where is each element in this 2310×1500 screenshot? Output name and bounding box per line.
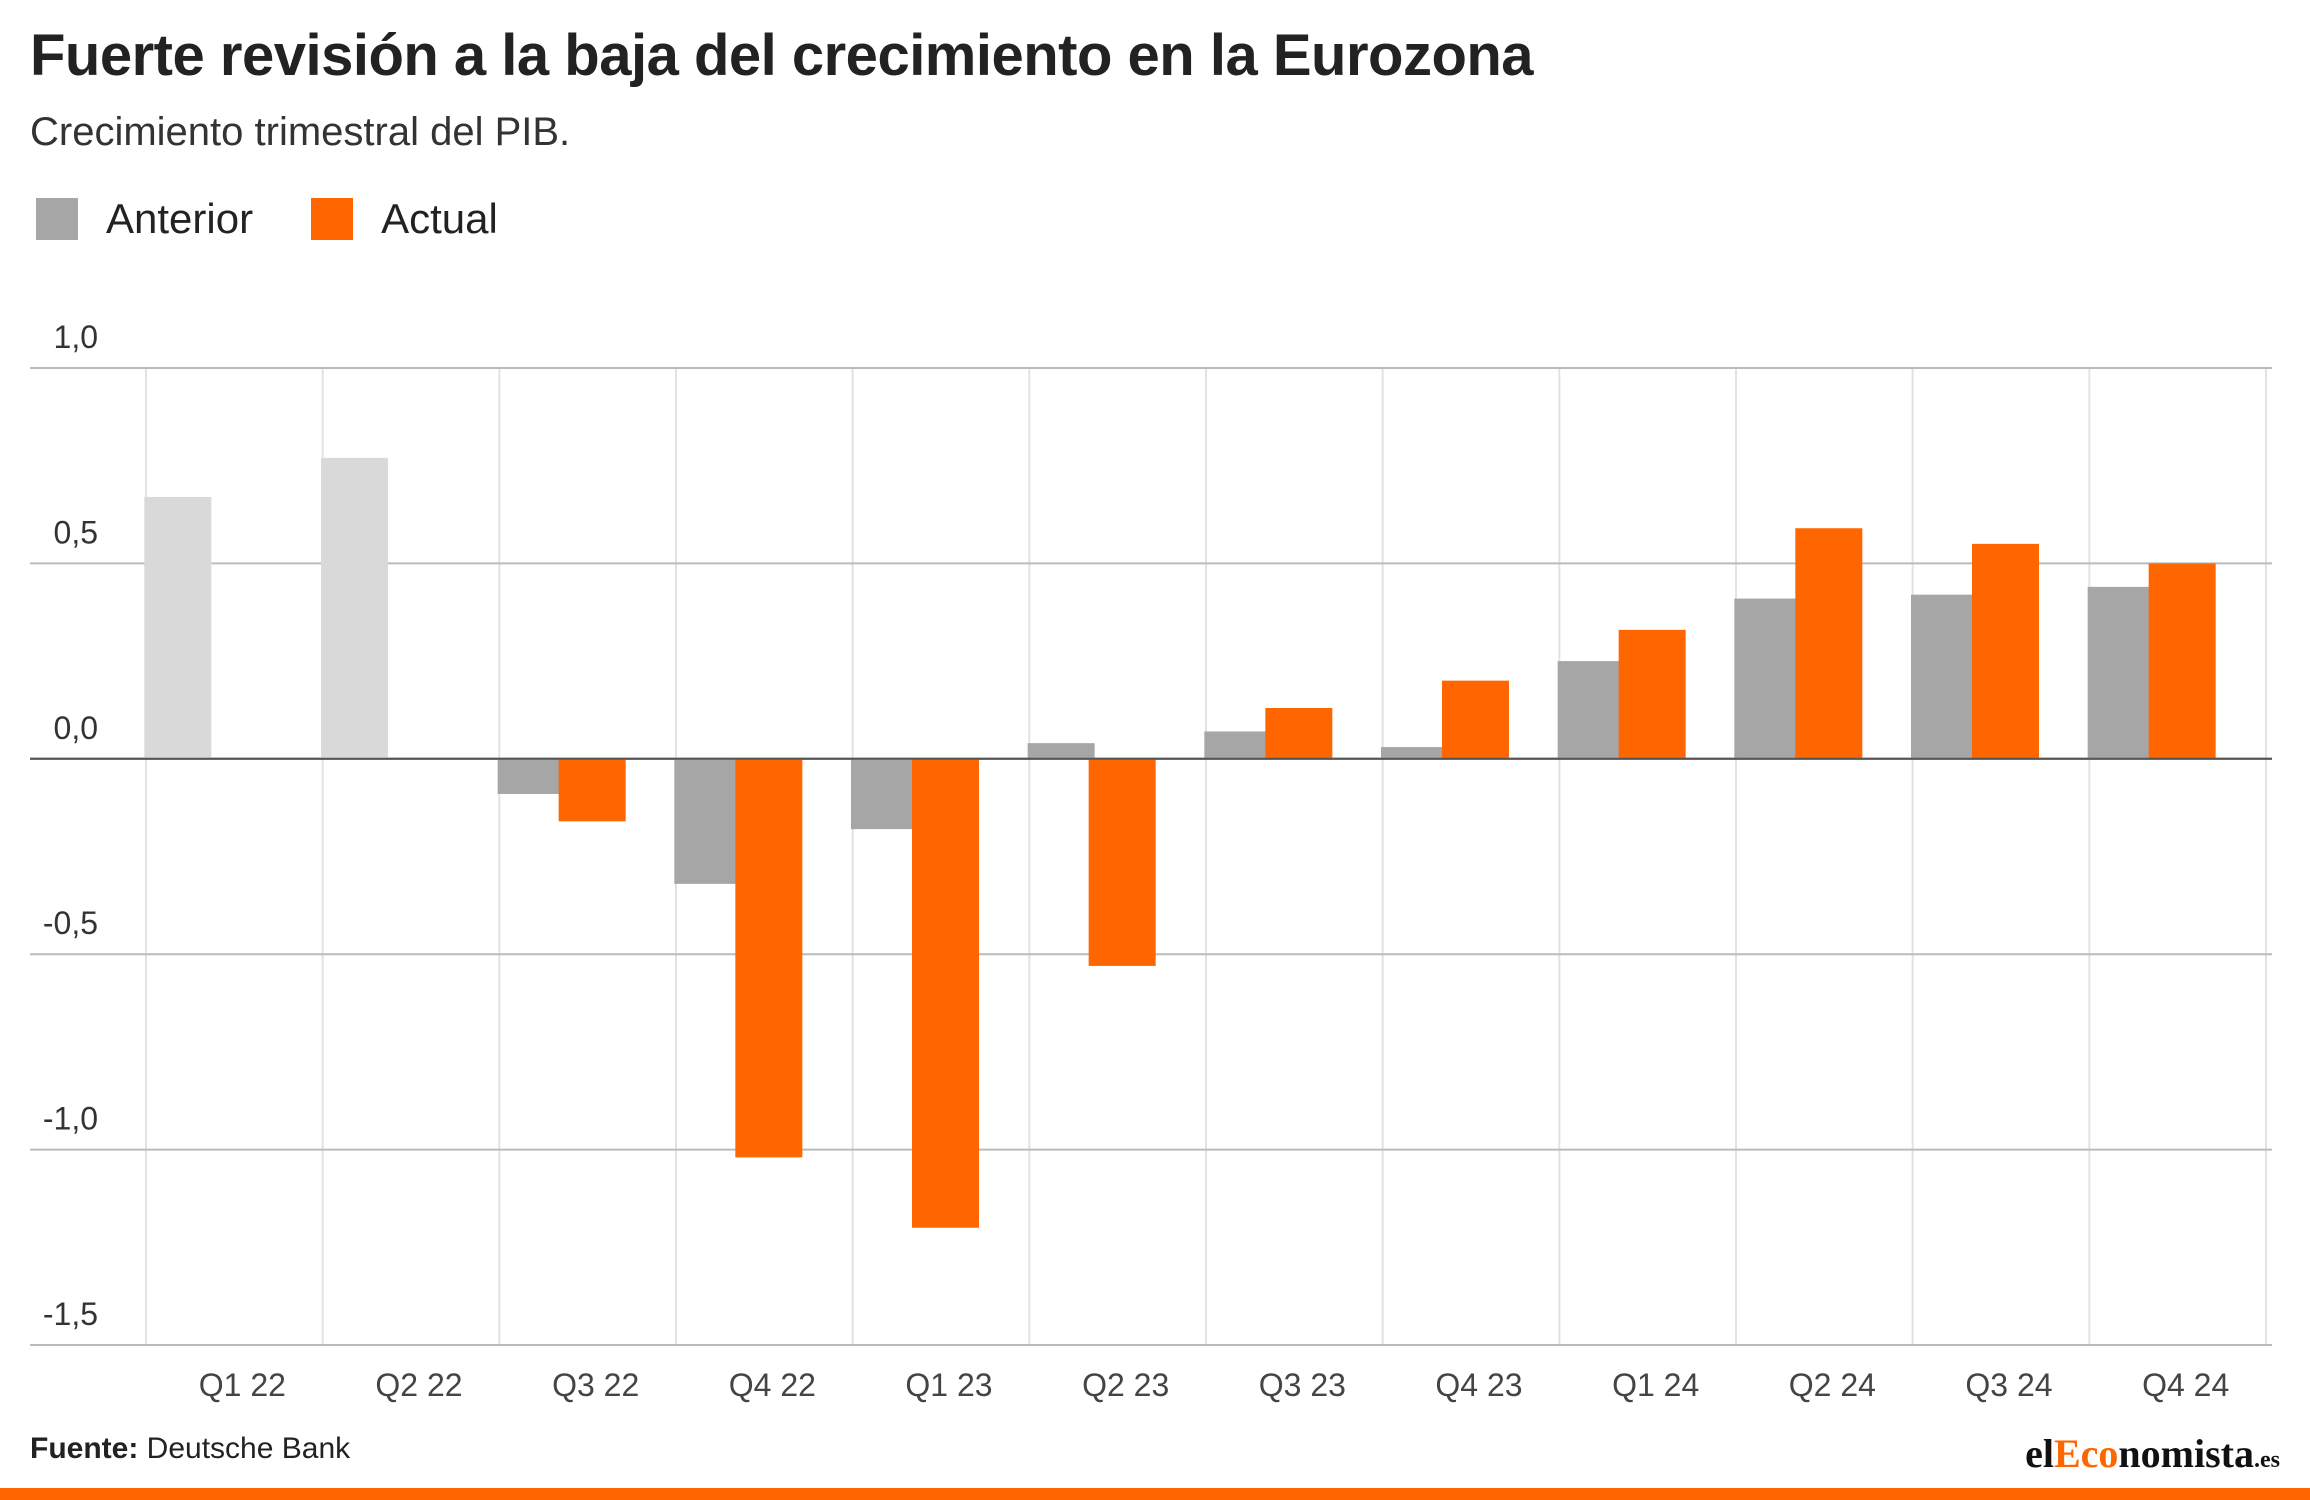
- bar-anterior: [497, 758, 565, 794]
- bar-actual: [1442, 680, 1509, 759]
- bar-actual: [2148, 563, 2216, 759]
- bar-anterior: [674, 758, 742, 884]
- bar-anterior: [2087, 586, 2155, 759]
- publisher-logo: elEconomista.es: [2025, 1431, 2280, 1476]
- y-tick-label: -1,5: [43, 1296, 98, 1332]
- x-tick-label: Q2 23: [1082, 1367, 1169, 1403]
- source-note: Fuente: Deutsche Bank: [30, 1432, 350, 1466]
- legend-label-anterior: Anterior: [106, 195, 254, 242]
- x-tick-label: Q3 24: [1965, 1367, 2052, 1403]
- bar-anterior: [321, 457, 388, 759]
- source-text: Deutsche Bank: [146, 1432, 351, 1465]
- x-tick-label: Q1 22: [199, 1367, 286, 1403]
- bar-actual: [912, 758, 979, 1228]
- legend-item-actual: Actual: [311, 195, 498, 243]
- bar-actual: [1795, 528, 1863, 759]
- legend: Anterior Actual: [36, 195, 556, 243]
- x-tick-label: Q4 22: [729, 1367, 816, 1403]
- bar-actual: [1618, 629, 1686, 759]
- legend-label-actual: Actual: [381, 195, 498, 242]
- y-tick-label: 0,0: [54, 710, 98, 746]
- bar-anterior: [851, 758, 918, 830]
- bar-anterior: [144, 496, 212, 759]
- y-tick-label: -1,0: [43, 1101, 98, 1137]
- chart-subtitle: Crecimiento trimestral del PIB.: [30, 110, 571, 154]
- y-tick-label: 0,5: [54, 514, 98, 550]
- x-tick-label: Q2 22: [375, 1367, 462, 1403]
- bottom-accent-bar: [0, 1488, 2310, 1500]
- legend-swatch-anterior: [36, 198, 78, 240]
- y-tick-label: -0,5: [43, 905, 98, 941]
- bar-actual: [1088, 758, 1156, 966]
- bar-anterior: [1381, 747, 1448, 759]
- legend-swatch-actual: [311, 198, 354, 240]
- x-tick-label: Q3 23: [1259, 1367, 1346, 1403]
- x-tick-label: Q4 23: [1435, 1367, 1522, 1403]
- x-tick-label: Q3 22: [552, 1367, 639, 1403]
- y-tick-label: 1,0: [54, 319, 98, 355]
- x-tick-label: Q2 24: [1789, 1367, 1876, 1403]
- bar-actual: [735, 758, 803, 1158]
- legend-item-anterior: Anterior: [36, 195, 253, 243]
- bar-anterior: [1557, 661, 1625, 759]
- x-tick-label: Q1 23: [905, 1367, 992, 1403]
- bar-actual: [1265, 707, 1333, 759]
- x-tick-label: Q4 24: [2142, 1367, 2229, 1403]
- bar-anterior: [1027, 743, 1095, 759]
- source-label: Fuente:: [30, 1432, 139, 1465]
- bar-actual: [558, 758, 626, 822]
- bar-anterior: [1204, 731, 1272, 759]
- chart-title: Fuerte revisión a la baja del crecimient…: [30, 23, 1534, 88]
- bar-anterior: [1734, 598, 1802, 759]
- bar-chart: 1,0 0,5 0,0 -0,5 -1,0 -1,5 Q1 22 Q2 22 Q3 22 Q4 2…: [30, 319, 2272, 1403]
- bar-actual: [1972, 543, 2039, 759]
- bar-anterior: [1911, 594, 1978, 759]
- x-tick-label: Q1 24: [1612, 1367, 1699, 1403]
